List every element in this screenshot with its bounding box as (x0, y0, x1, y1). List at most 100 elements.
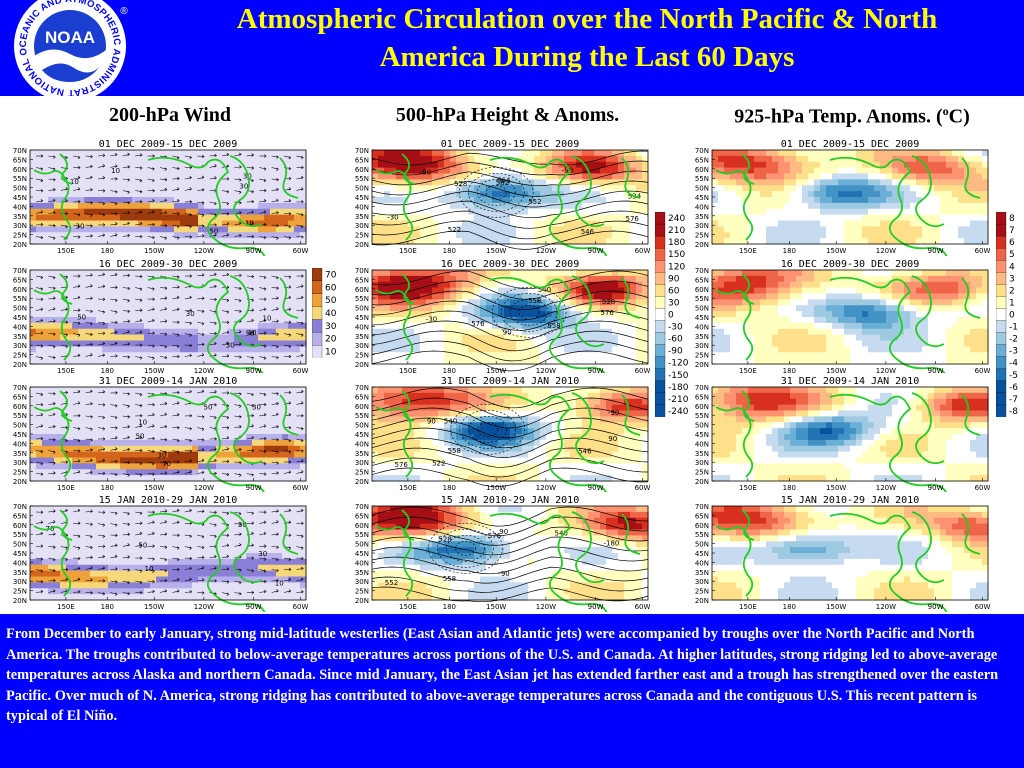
logo-registered-mark: ® (120, 6, 128, 17)
colorbar-label: 150 (668, 250, 685, 260)
colorbar-label: -150 (668, 371, 689, 381)
lat-tick-label: 35N (13, 333, 27, 341)
lon-tick-label: 150W (144, 247, 164, 255)
period-label: 15 JAN 2010-29 JAN 2010 (99, 495, 237, 506)
lat-tick-label: 40N (355, 323, 369, 331)
temp-map-panel: 16 DEC 2009-30 DEC 2009 70N 65N 60N 55N 50N 45… (686, 256, 990, 376)
contour-label: 10 (245, 219, 254, 227)
lat-tick-label: 50N (13, 305, 27, 313)
lat-tick-label: 20N (355, 597, 369, 605)
colorbar-label: 2 (1009, 286, 1015, 296)
column-heading-temp: 925-hPa Temp. Anoms. (oC) (680, 104, 1024, 129)
contour-label: 50 (209, 228, 218, 236)
contour-label: 10 (70, 178, 79, 186)
contour-label: -90 (608, 409, 619, 417)
colorbar-label: 0 (668, 311, 674, 321)
lat-tick-label: 60N (355, 403, 369, 411)
lon-tick-label: 180 (443, 484, 456, 492)
height-colorbar: 240 210 180 150 120 90 60 30 0 -30 -60 -90 -120 -150 -… (654, 211, 689, 418)
colorbar-label: -90 (668, 347, 683, 357)
lon-tick-label: 90W (588, 367, 604, 375)
lat-tick-label: 45N (355, 194, 369, 202)
lon-tick-label: 180 (443, 603, 456, 611)
lat-tick-label: 45N (13, 194, 27, 202)
lat-tick-label: 55N (13, 412, 27, 420)
contour-label: -30 (426, 315, 437, 323)
lat-tick-label: 35N (695, 213, 709, 221)
lat-tick-label: 70N (695, 503, 709, 511)
colorbar-label: -180 (668, 383, 689, 393)
colorbar-label: -6 (1009, 383, 1018, 393)
lon-tick-label: 150E (739, 484, 757, 492)
lat-tick-label: 55N (355, 531, 369, 539)
lat-tick-label: 25N (355, 232, 369, 240)
contour-label: 10 (111, 167, 120, 175)
lon-tick-label: 150E (57, 603, 75, 611)
lat-tick-label: 50N (13, 541, 27, 549)
lon-tick-label: 90W (928, 603, 944, 611)
contour-label: 528 (454, 180, 467, 188)
lon-tick-label: 150W (826, 367, 846, 375)
noaa-logo: NATIONAL OCEANIC AND ATMOSPHERIC ADMINIS… (0, 0, 138, 102)
colorbar-label: 60 (668, 286, 680, 296)
colorbar-label: 3 (1009, 274, 1015, 284)
contour-label: 522 (448, 226, 461, 234)
lat-tick-label: 20N (355, 241, 369, 249)
lat-tick-label: 50N (355, 185, 369, 193)
contour-label: -90 (562, 166, 573, 174)
lat-tick-label: 40N (355, 440, 369, 448)
contour-label: 30 (76, 222, 85, 230)
colorbar-label: -3 (1009, 347, 1018, 357)
lon-tick-label: 60W (293, 484, 308, 492)
contour-label: 10 (145, 565, 154, 573)
lon-tick-label: 150W (826, 603, 846, 611)
lat-tick-label: 50N (13, 422, 27, 430)
contour-label: 10 (138, 418, 147, 426)
contour-label: 540 (444, 418, 457, 426)
contour-label: 576 (601, 309, 615, 317)
lat-tick-label: 40N (13, 203, 27, 211)
lat-tick-label: 50N (695, 422, 709, 430)
lat-tick-label: 70N (13, 384, 27, 392)
lat-tick-label: 65N (695, 156, 709, 164)
lat-tick-label: 60N (13, 403, 27, 411)
lon-tick-label: 120W (536, 484, 556, 492)
contour-label: 546 (578, 448, 592, 456)
contour-label: 552 (385, 579, 398, 587)
lat-tick-label: 20N (13, 478, 27, 486)
colorbar-label: -1 (1009, 323, 1018, 333)
lat-tick-label: 25N (13, 469, 27, 477)
period-label: 16 DEC 2009-30 DEC 2009 (441, 259, 579, 270)
colorbar-label: 5 (1009, 250, 1015, 260)
colorbar-label: 40 (325, 309, 337, 319)
lat-tick-label: 45N (13, 431, 27, 439)
lon-tick-label: 120W (876, 367, 896, 375)
lon-tick-label: 90W (588, 247, 604, 255)
temp-colorbar: 8 7 6 5 4 3 2 1 0 -1 -2 -3 -4 -5 -6 -7 -8 (995, 211, 1024, 418)
description-text: From December to early January, strong m… (6, 626, 999, 724)
lon-tick-label: 60W (975, 247, 990, 255)
lon-tick-label: 150E (57, 367, 75, 375)
lat-tick-label: 70N (13, 503, 27, 511)
lat-tick-label: 65N (355, 393, 369, 401)
lon-tick-label: 150E (57, 484, 75, 492)
period-label: 31 DEC 2009-14 JAN 2010 (99, 376, 237, 387)
colorbar-label: 60 (325, 283, 337, 293)
lon-tick-label: 180 (443, 247, 456, 255)
lon-tick-label: 150W (144, 484, 164, 492)
period-label: 01 DEC 2009-15 DEC 2009 (441, 139, 579, 150)
lon-tick-label: 150W (144, 603, 164, 611)
contour-label: 30 (239, 183, 248, 191)
lon-tick-label: 90W (588, 603, 604, 611)
contour-label: -30 (387, 213, 398, 221)
lat-tick-label: 60N (13, 166, 27, 174)
contour-label: 10 (248, 329, 257, 337)
lat-tick-label: 70N (695, 384, 709, 392)
contour-label: 528 (602, 298, 615, 306)
lon-tick-label: 150W (486, 367, 506, 375)
column-heading-height: 500-hPa Height & Anoms. (395, 104, 620, 126)
contour-label: 10 (275, 579, 284, 587)
